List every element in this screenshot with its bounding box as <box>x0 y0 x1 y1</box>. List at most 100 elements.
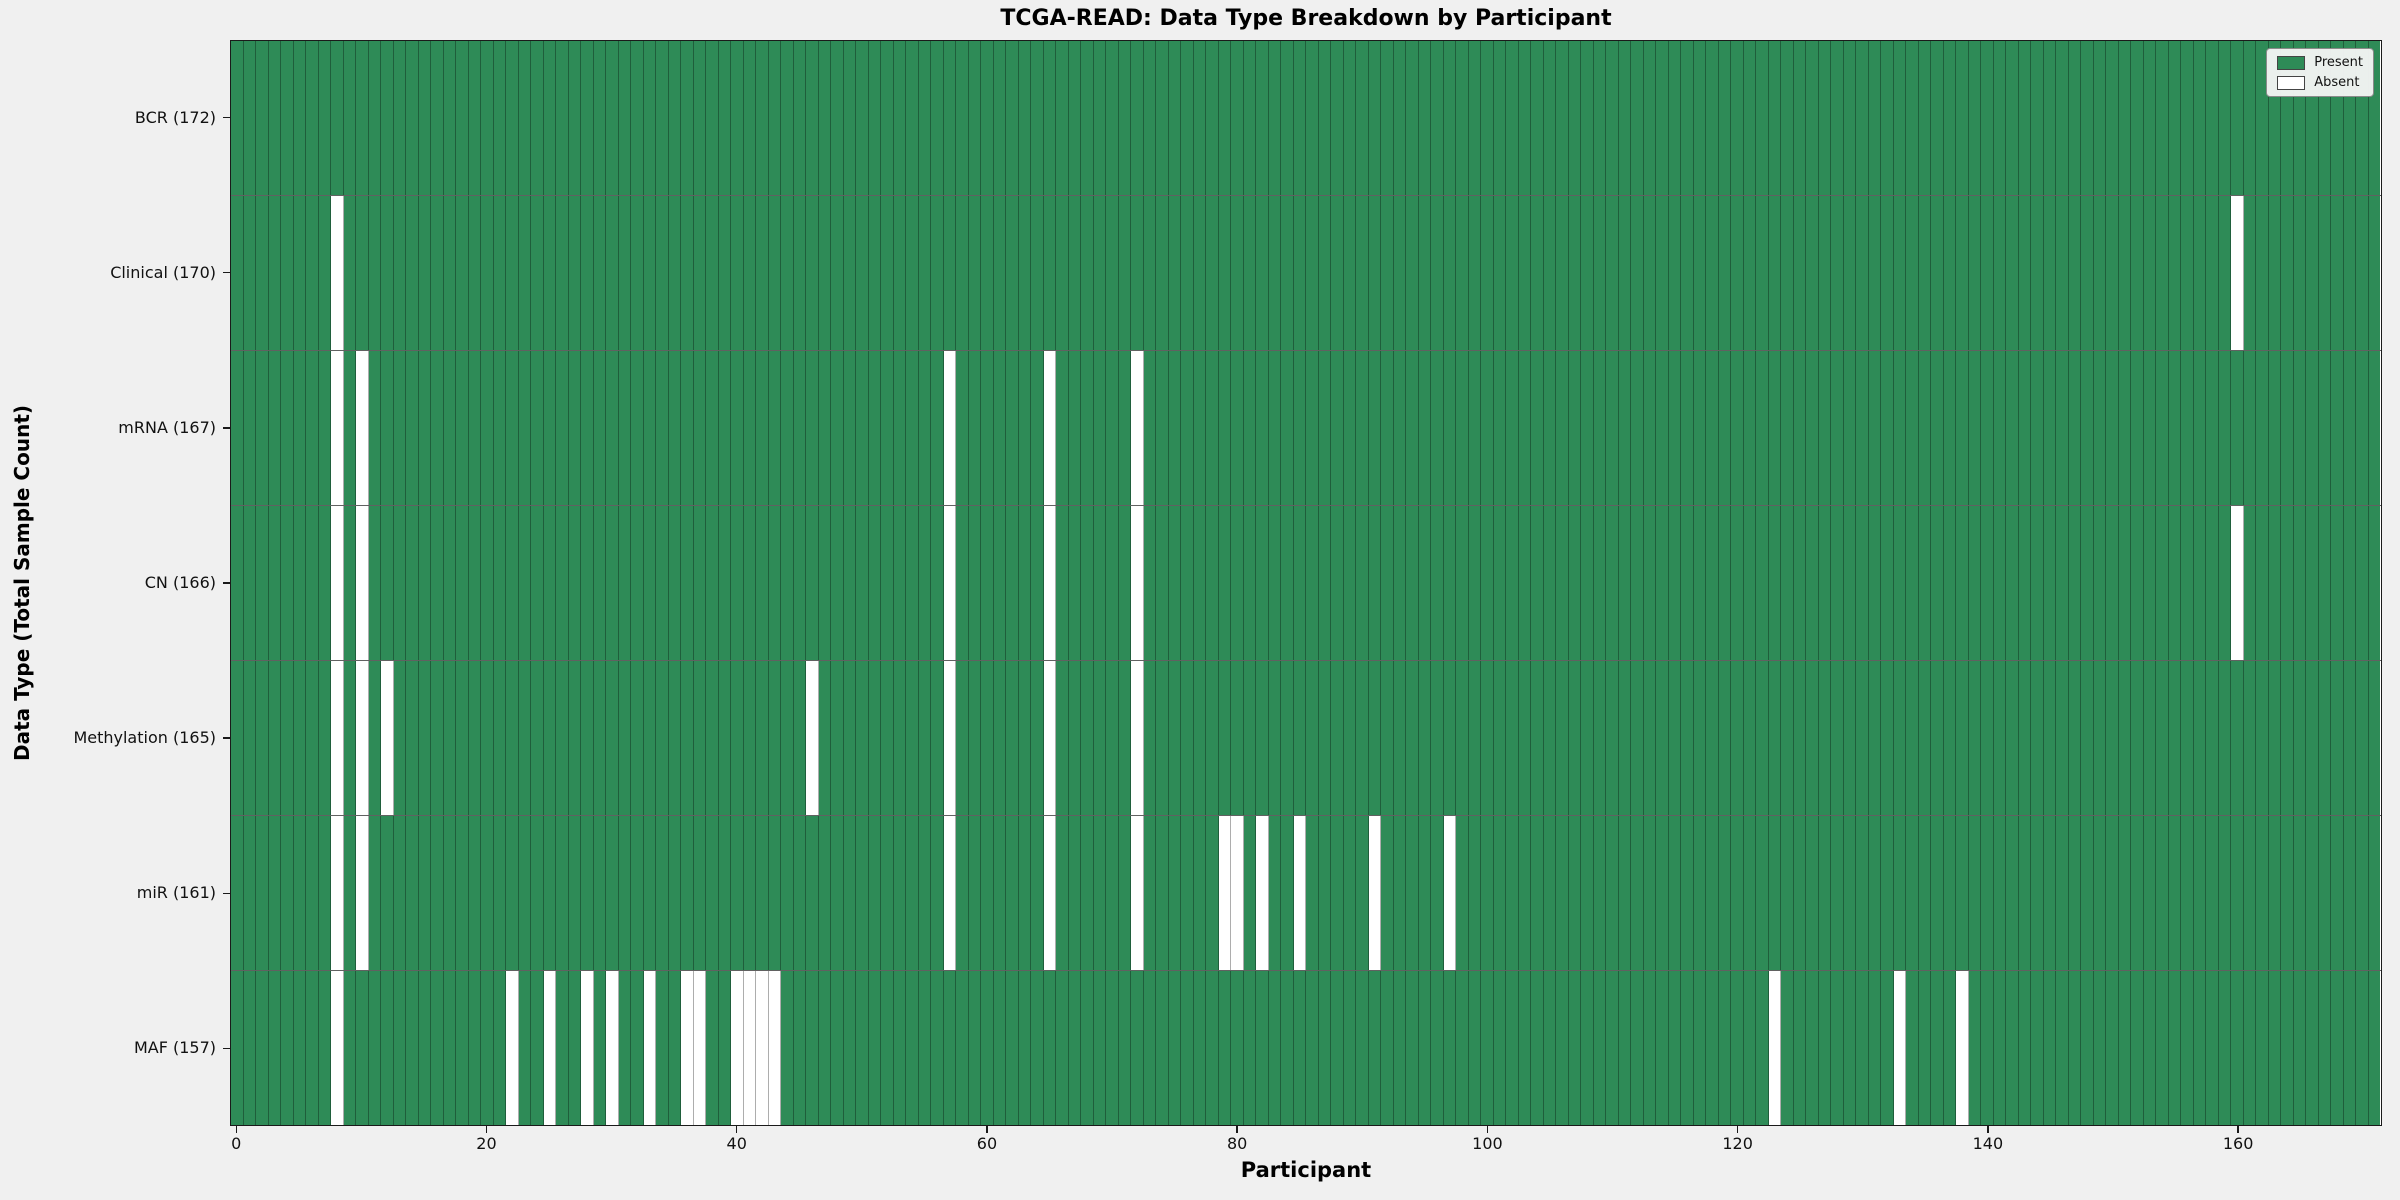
heatmap-cell <box>1493 816 1506 970</box>
heatmap-cell <box>981 816 994 970</box>
heatmap-cell <box>1756 816 1769 970</box>
heatmap-cell <box>1556 351 1569 505</box>
heatmap-cell <box>2156 196 2169 350</box>
heatmap-cell <box>731 816 744 970</box>
heatmap-cell <box>1718 196 1731 350</box>
heatmap-cell <box>2331 971 2344 1125</box>
heatmap-cell <box>293 351 306 505</box>
heatmap-cell <box>1818 661 1831 815</box>
heatmap-cell <box>1956 41 1969 195</box>
heatmap-cell <box>656 351 669 505</box>
heatmap-cell <box>768 41 781 195</box>
heatmap-cell <box>606 816 619 970</box>
heatmap-cell <box>468 506 481 660</box>
heatmap-cell <box>1418 41 1431 195</box>
heatmap-cell <box>668 971 681 1125</box>
heatmap-cell <box>518 816 531 970</box>
heatmap-cell <box>1543 971 1556 1125</box>
heatmap-cell <box>1306 661 1319 815</box>
heatmap-cell <box>1056 351 1069 505</box>
heatmap-cell <box>593 351 606 505</box>
heatmap-cell <box>1106 196 1119 350</box>
heatmap-cell <box>1618 506 1631 660</box>
heatmap-cell <box>1668 506 1681 660</box>
heatmap-cell <box>431 41 444 195</box>
heatmap-cell <box>2193 971 2206 1125</box>
heatmap-cell <box>2256 351 2269 505</box>
heatmap-cell <box>1431 41 1444 195</box>
heatmap-cell <box>1643 506 1656 660</box>
heatmap-cell <box>931 196 944 350</box>
heatmap-cell <box>793 41 806 195</box>
heatmap-cell <box>1356 661 1369 815</box>
heatmap-cell <box>1918 816 1931 970</box>
heatmap-cell <box>1568 816 1581 970</box>
heatmap-cell <box>1943 351 1956 505</box>
heatmap-cell <box>1868 351 1881 505</box>
heatmap-cell <box>1443 816 1456 970</box>
heatmap-cell <box>356 196 369 350</box>
heatmap-cell <box>293 971 306 1125</box>
heatmap-cell <box>1481 816 1494 970</box>
heatmap-cell <box>1006 41 1019 195</box>
heatmap-cell <box>1843 506 1856 660</box>
heatmap-cell <box>331 351 344 505</box>
heatmap-cell <box>668 816 681 970</box>
heatmap-cell <box>1943 196 1956 350</box>
heatmap-cell <box>1793 196 1806 350</box>
heatmap-cell <box>268 816 281 970</box>
heatmap-cell <box>431 506 444 660</box>
heatmap-cell <box>1681 196 1694 350</box>
heatmap-cell <box>993 196 1006 350</box>
heatmap-cell <box>2206 816 2219 970</box>
heatmap-cell <box>1181 506 1194 660</box>
heatmap-cell <box>1831 661 1844 815</box>
heatmap-cell <box>281 816 294 970</box>
heatmap-cell <box>718 41 731 195</box>
heatmap-cell <box>331 816 344 970</box>
heatmap-cell <box>1506 41 1519 195</box>
heatmap-cell <box>231 971 244 1125</box>
heatmap-cell <box>2206 351 2219 505</box>
heatmap-cell <box>1506 661 1519 815</box>
heatmap-cell <box>756 196 769 350</box>
heatmap-cell <box>2356 506 2369 660</box>
heatmap-cell <box>906 506 919 660</box>
heatmap-cell <box>2193 41 2206 195</box>
absent-swatch-icon <box>2277 75 2306 90</box>
heatmap-cell <box>2168 816 2181 970</box>
heatmap-cell <box>1368 816 1381 970</box>
heatmap-cell <box>506 196 519 350</box>
heatmap-cell <box>2006 196 2019 350</box>
heatmap-cell <box>1618 816 1631 970</box>
heatmap-cell <box>1756 41 1769 195</box>
heatmap-cell <box>2231 816 2244 970</box>
heatmap-cell <box>831 41 844 195</box>
heatmap-cell <box>2193 351 2206 505</box>
heatmap-cell <box>2243 661 2256 815</box>
heatmap-cell <box>1881 661 1894 815</box>
heatmap-cell <box>2131 351 2144 505</box>
heatmap-cell <box>1518 971 1531 1125</box>
chart-title: TCGA-READ: Data Type Breakdown by Partic… <box>1000 6 1612 31</box>
heatmap-cell <box>856 971 869 1125</box>
heatmap-cell <box>1706 971 1719 1125</box>
heatmap-cell <box>1168 506 1181 660</box>
x-tick-mark <box>1236 1126 1238 1133</box>
heatmap-cell <box>1768 816 1781 970</box>
heatmap-cell <box>1781 661 1794 815</box>
heatmap-cell <box>543 351 556 505</box>
heatmap-row-bcr <box>231 41 2381 196</box>
heatmap-cell <box>481 816 494 970</box>
heatmap-cell <box>1106 971 1119 1125</box>
heatmap-cell <box>806 196 819 350</box>
heatmap-cell <box>1656 506 1669 660</box>
y-tick-label: CN (166) <box>144 573 216 592</box>
x-tick-label: 40 <box>726 1134 747 1153</box>
heatmap-cell <box>281 41 294 195</box>
heatmap-cell <box>1893 661 1906 815</box>
heatmap-cell <box>1743 506 1756 660</box>
heatmap-cell <box>756 506 769 660</box>
heatmap-cell <box>1406 816 1419 970</box>
heatmap-cell <box>1706 506 1719 660</box>
